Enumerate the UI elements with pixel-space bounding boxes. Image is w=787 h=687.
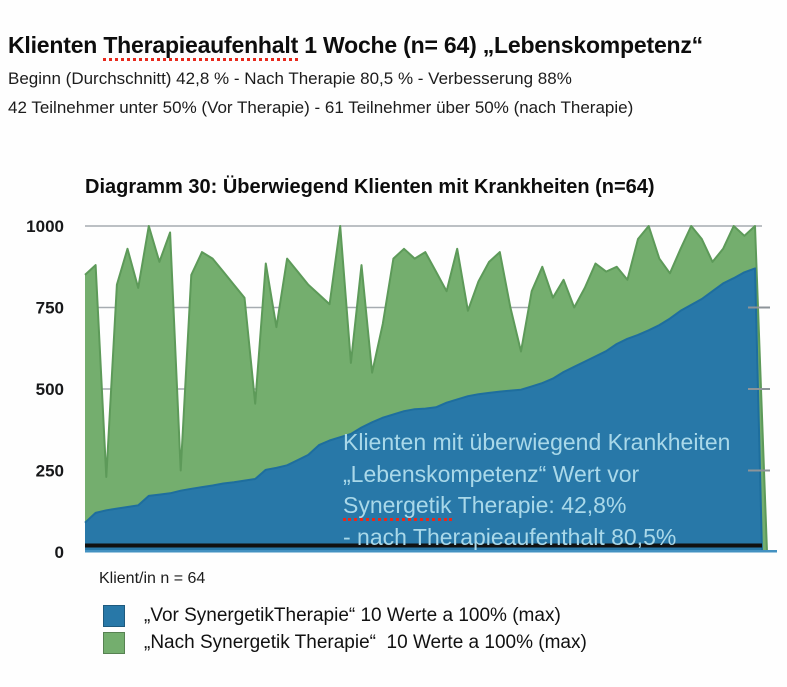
right-axis-ticks <box>748 306 770 472</box>
y-axis-tick-label: 500 <box>36 380 64 399</box>
y-axis-labels: 0 250 500 750 1000 <box>26 217 64 562</box>
legend-label-after: „Nach Synergetik Therapie“ 10 Werte a 10… <box>144 631 587 653</box>
x-axis-blue-underline <box>85 550 777 553</box>
y-axis-tick-label: 750 <box>36 299 64 318</box>
x-axis-label: Klient/in n = 64 <box>99 570 206 587</box>
header: Klienten Therapieaufenhalt 1 Woche (n= 6… <box>8 32 780 127</box>
after-therapy-edge <box>84 225 768 553</box>
annotation-line-3-rest: Therapie: 42,8% <box>451 492 627 518</box>
legend-item-after-therapy: „Nach Synergetik Therapie“ 10 Werte a 10… <box>103 629 587 656</box>
annotation-line-2: „Lebenskompetenz“ Wert vor <box>343 460 640 487</box>
chart-annotation: Klienten mit überwiegend Krankheiten „Le… <box>343 427 773 553</box>
page-title-misspelled-word: Therapieaufenhalt <box>103 32 298 61</box>
area-chart: 0 250 500 750 1000 <box>26 217 777 562</box>
legend-item-before-therapy: „Vor SynergetikTherapie“ 10 Werte a 100%… <box>103 602 587 629</box>
annotation-line-4: - nach Therapieaufenthalt 80,5% <box>343 523 677 550</box>
page-title-pre: Klienten <box>8 32 104 58</box>
legend-swatch-blue <box>103 604 125 627</box>
legend: „Vor SynergetikTherapie“ 10 Werte a 100%… <box>103 602 587 656</box>
subtitle-participants: 42 Teilnehmer unter 50% (Vor Therapie) -… <box>8 98 634 117</box>
y-axis-tick-label: 1000 <box>26 217 64 236</box>
annotation-line-3: Synergetik Therapie: 42,8% <box>343 490 773 522</box>
before-therapy-area <box>85 268 762 552</box>
before-therapy-edge <box>84 267 763 553</box>
legend-swatch-green <box>103 631 125 654</box>
legend-label-before: „Vor SynergetikTherapie“ 10 Werte a 100%… <box>144 604 561 626</box>
page-title: Klienten Therapieaufenhalt 1 Woche (n= 6… <box>8 32 780 61</box>
page-title-post: 1 Woche (n= 64) „Lebenskompetenz“ <box>298 32 703 58</box>
y-axis-tick-label: 0 <box>55 543 64 562</box>
y-axis-tick-label: 250 <box>36 462 64 481</box>
chart-title: Diagramm 30: Überwiegend Klienten mit Kr… <box>85 176 655 198</box>
subtitle-averages: Beginn (Durchschnitt) 42,8 % - Nach Ther… <box>8 69 572 88</box>
annotation-line-1: Klienten mit überwiegend Krankheiten <box>343 429 731 455</box>
x-axis-line <box>85 543 762 548</box>
annotation-misspelled-word: Synergetik <box>343 492 452 521</box>
